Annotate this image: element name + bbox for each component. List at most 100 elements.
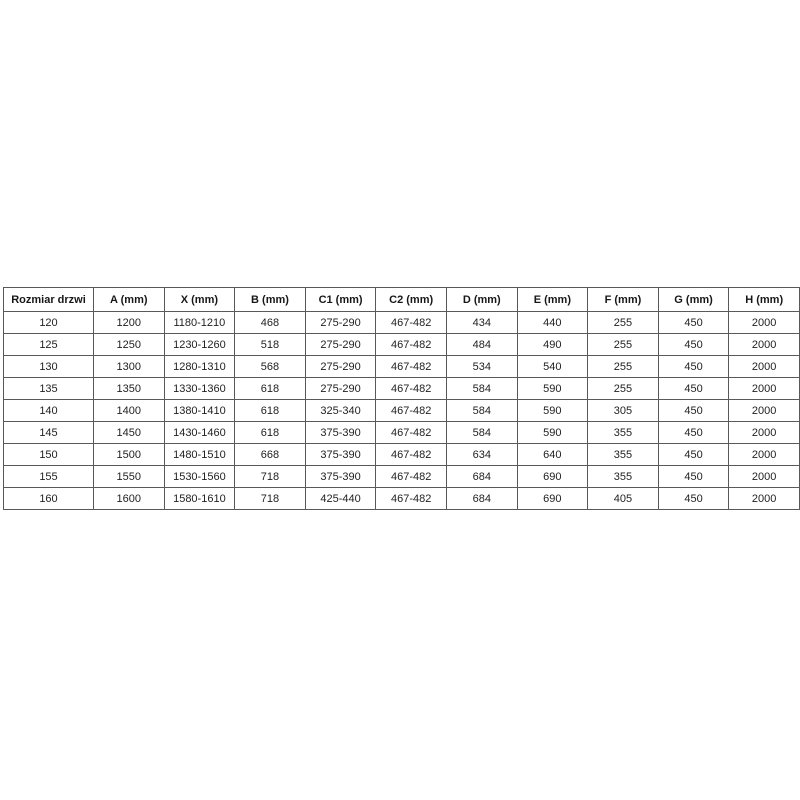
table-cell: 1300 [93,355,165,378]
table-cell: 160 [3,487,94,510]
table-cell: 2000 [728,465,800,488]
table-cell: 450 [657,333,730,356]
table-cell: 467-482 [375,377,447,400]
table-row: 125 1250 1230-1260 518 275-290 467-482 484 490 2… [3,333,800,356]
table-cell: 467-482 [375,355,447,378]
door-dimensions-table-container: Rozmiar drzwi A (mm) X (mm) B (mm) C1 (mm) C2… [3,287,800,510]
column-header: D (mm) [445,287,518,312]
table-row: 150 1500 1480-1510 668 375-390 467-482 634 640 3… [3,443,800,466]
table-cell: 1380-1410 [163,399,236,422]
table-cell: 1330-1360 [163,377,236,400]
table-cell: 718 [234,487,306,510]
table-cell: 255 [587,333,659,356]
table-cell: 634 [445,443,518,466]
table-cell: 490 [516,333,589,356]
table-cell: 540 [516,355,589,378]
table-cell: 155 [3,465,94,488]
table-row: 135 1350 1330-1360 618 275-290 467-482 584 590 2… [3,377,800,400]
table-cell: 450 [657,355,730,378]
column-header: C1 (mm) [304,287,377,312]
table-cell: 590 [516,421,589,444]
table-cell: 255 [587,311,659,334]
table-cell: 2000 [728,421,800,444]
table-cell: 2000 [728,377,800,400]
table-cell: 1400 [93,399,165,422]
table-cell: 1500 [93,443,165,466]
table-cell: 355 [587,465,659,488]
table-cell: 467-482 [375,399,447,422]
table-cell: 434 [445,311,518,334]
table-cell: 467-482 [375,487,447,510]
door-dimensions-table: Rozmiar drzwi A (mm) X (mm) B (mm) C1 (mm) C2… [3,287,800,510]
table-cell: 534 [445,355,518,378]
table-cell: 375-390 [304,465,377,488]
table-cell: 518 [234,333,306,356]
table-cell: 125 [3,333,94,356]
table-cell: 450 [657,377,730,400]
table-cell: 405 [587,487,659,510]
table-cell: 484 [445,333,518,356]
table-cell: 2000 [728,399,800,422]
table-cell: 467-482 [375,465,447,488]
table-cell: 305 [587,399,659,422]
table-cell: 2000 [728,355,800,378]
table-cell: 718 [234,465,306,488]
table-header-row: Rozmiar drzwi A (mm) X (mm) B (mm) C1 (mm) C2… [3,287,800,312]
table-cell: 425-440 [304,487,377,510]
table-cell: 1450 [93,421,165,444]
table-cell: 467-482 [375,311,447,334]
table-cell: 355 [587,443,659,466]
table-cell: 1600 [93,487,165,510]
table-cell: 275-290 [304,333,377,356]
table-cell: 590 [516,399,589,422]
table-cell: 150 [3,443,94,466]
table-cell: 325-340 [304,399,377,422]
table-cell: 440 [516,311,589,334]
table-row: 120 1200 1180-1210 468 275-290 467-482 434 440 2… [3,311,800,334]
column-header: A (mm) [93,287,165,312]
table-cell: 275-290 [304,355,377,378]
table-cell: 120 [3,311,94,334]
table-cell: 590 [516,377,589,400]
table-cell: 145 [3,421,94,444]
table-cell: 467-482 [375,333,447,356]
table-cell: 467-482 [375,421,447,444]
table-cell: 684 [445,465,518,488]
table-cell: 1550 [93,465,165,488]
table-row: 130 1300 1280-1310 568 275-290 467-482 534 540 2… [3,355,800,378]
table-cell: 1430-1460 [163,421,236,444]
table-cell: 450 [657,443,730,466]
table-cell: 2000 [728,333,800,356]
column-header: X (mm) [163,287,236,312]
table-row: 145 1450 1430-1460 618 375-390 467-482 584 590 3… [3,421,800,444]
table-cell: 255 [587,377,659,400]
table-cell: 2000 [728,443,800,466]
table-cell: 1530-1560 [163,465,236,488]
table-row: 140 1400 1380-1410 618 325-340 467-482 584 590 3… [3,399,800,422]
table-cell: 375-390 [304,421,377,444]
table-cell: 255 [587,355,659,378]
table-body: 120 1200 1180-1210 468 275-290 467-482 434 440 2… [3,311,800,510]
table-cell: 450 [657,487,730,510]
table-cell: 618 [234,421,306,444]
table-cell: 568 [234,355,306,378]
table-cell: 135 [3,377,94,400]
table-cell: 1480-1510 [163,443,236,466]
table-cell: 584 [445,421,518,444]
table-cell: 2000 [728,311,800,334]
table-cell: 1230-1260 [163,333,236,356]
table-cell: 450 [657,311,730,334]
table-cell: 668 [234,443,306,466]
table-cell: 690 [516,487,589,510]
table-cell: 140 [3,399,94,422]
table-cell: 584 [445,399,518,422]
table-cell: 684 [445,487,518,510]
table-row: 155 1550 1530-1560 718 375-390 467-482 684 690 3… [3,465,800,488]
table-cell: 690 [516,465,589,488]
table-cell: 640 [516,443,589,466]
table-cell: 1280-1310 [163,355,236,378]
table-cell: 618 [234,377,306,400]
column-header: E (mm) [516,287,589,312]
table-cell: 584 [445,377,518,400]
table-cell: 2000 [728,487,800,510]
